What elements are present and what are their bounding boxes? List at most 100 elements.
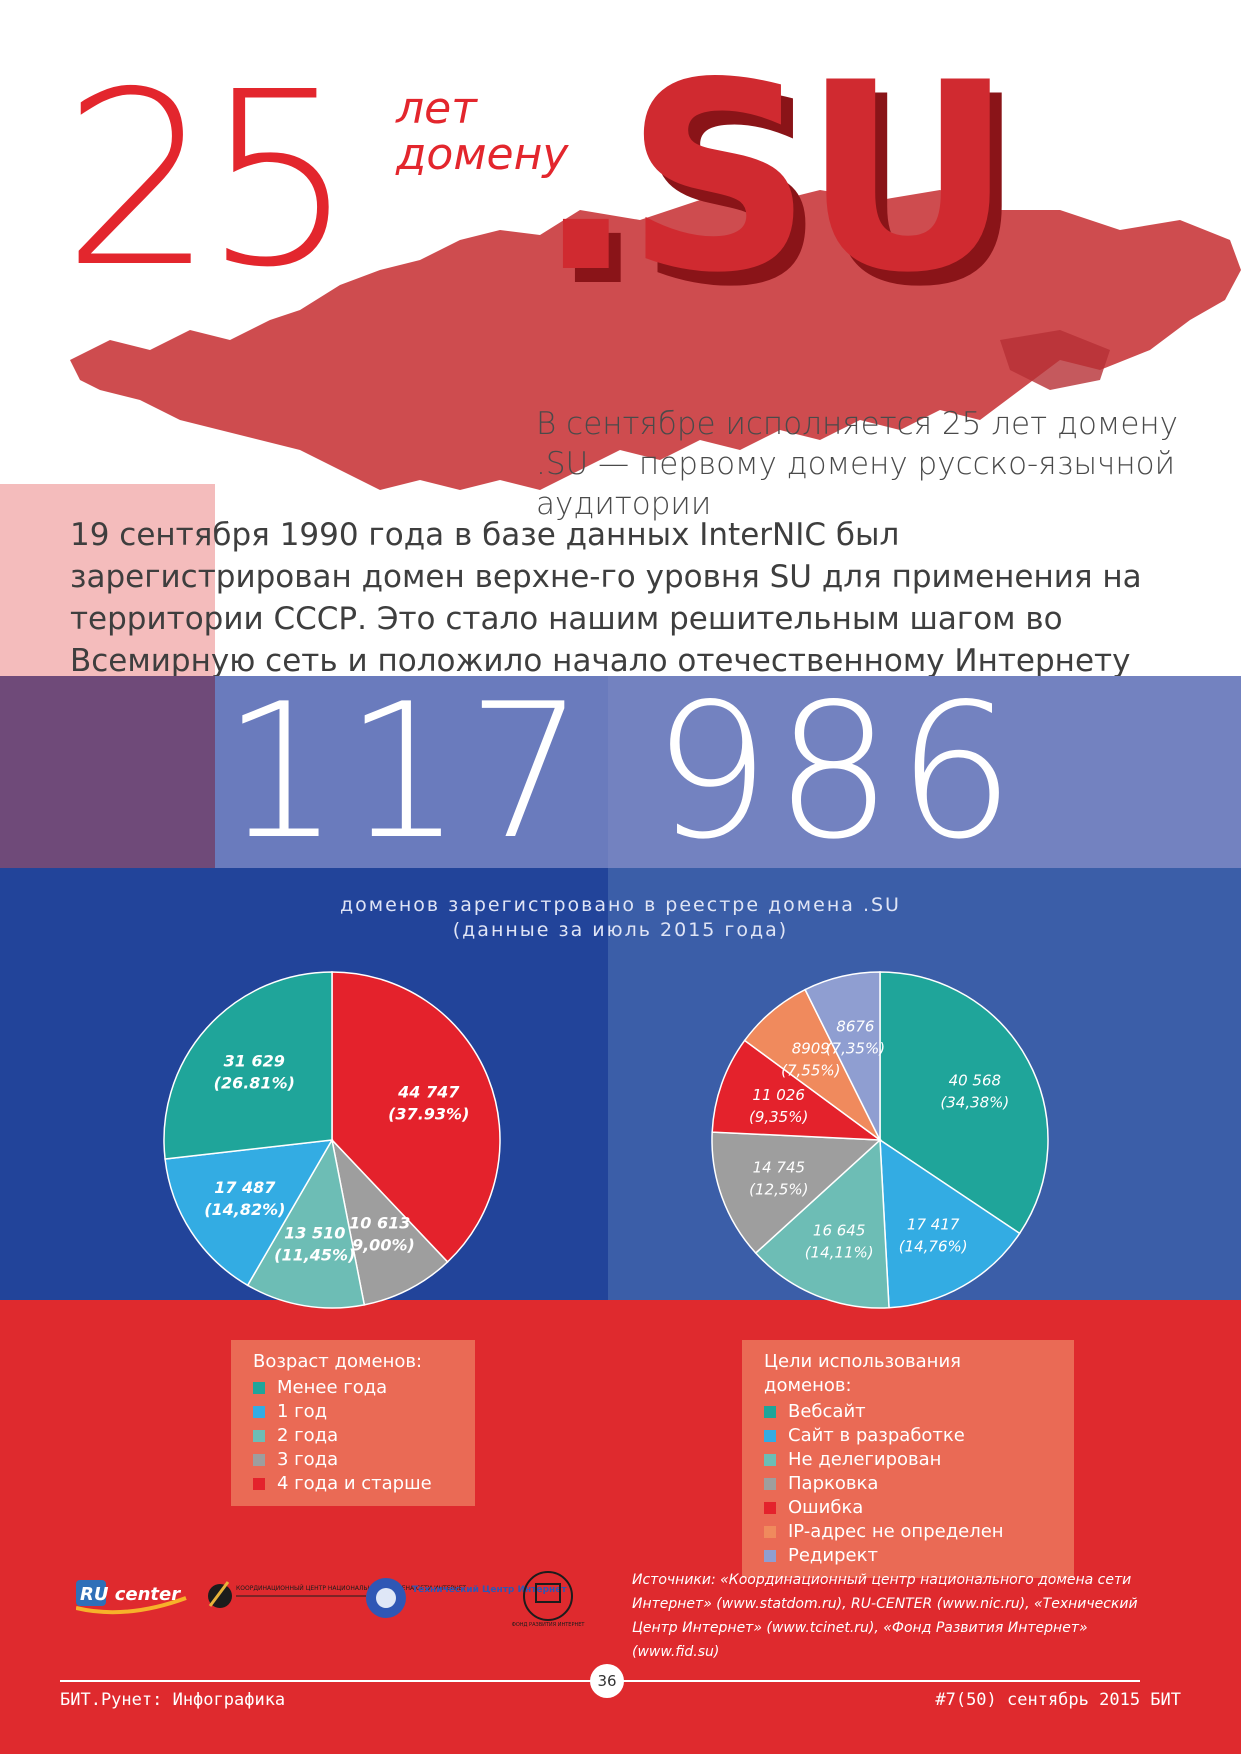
footer-issue: #7(50) сентябрь 2015 БИТ [935, 1690, 1181, 1710]
legend-label: Ошибка [788, 1497, 864, 1518]
years-line2: домену [396, 129, 569, 180]
legend-title: Возраст доменов: [253, 1351, 423, 1372]
legend-label: Менее года [277, 1377, 388, 1398]
footer-section-title: БИТ.Рунет: Инфографика [60, 1690, 286, 1710]
legend-item: Менее года [253, 1376, 453, 1400]
legend-label: 3 года [277, 1449, 339, 1470]
legend-swatch [253, 1382, 265, 1394]
legend-swatch [253, 1478, 265, 1490]
caption-line2: (данные за июль 2015 года) [452, 919, 789, 941]
legend-item: 4 года и старше [253, 1472, 453, 1496]
legend-item: IP-адрес не определен [764, 1520, 1052, 1544]
legend-swatch [764, 1502, 776, 1514]
pie-percent-label: (14,11%) [805, 1243, 874, 1261]
years-line1: лет [396, 83, 477, 134]
pie-value-label: 31 629 [224, 1052, 285, 1071]
fund-text: ФОНД РАЗВИТИЯ ИНТЕРНЕТ [512, 1622, 586, 1628]
legend-swatch [764, 1406, 776, 1418]
su-3d-logo: .SU .SU [536, 60, 1025, 330]
pie-value-label: 10 613 [349, 1214, 410, 1233]
legend-label: Не делегирован [788, 1449, 942, 1470]
anniversary-number: 25 [62, 40, 355, 320]
page-number-badge [590, 1664, 624, 1698]
legend-item: 3 года [253, 1448, 453, 1472]
caption-line1: доменов зарегистровано в реестре домена … [340, 894, 901, 916]
pie-value-label: 16 645 [813, 1221, 866, 1239]
pie-slice [246, 1137, 366, 1309]
domain-age-pie: 44 747 (37.93%) 10 613 (9,00%)13 510 (11,45%… [163, 971, 501, 1309]
pie-value-label: 11 026 [752, 1086, 805, 1104]
partner-logos: RU center КООРДИНАЦИОННЫЙ ЦЕНТР НАЦИОНАЛ… [76, 1571, 586, 1628]
pie-value-label: 17 417 [907, 1215, 960, 1233]
legend-item: Сайт в разработке [764, 1424, 1052, 1448]
legend-label: 4 года и старше [277, 1473, 432, 1494]
legend-title: Цели использования доменов: [764, 1351, 961, 1396]
russia-map-illustration [70, 190, 1241, 490]
legend-swatch [764, 1430, 776, 1442]
legend-swatch [764, 1454, 776, 1466]
su-text: .SU [536, 60, 1003, 330]
pie-percent-label: (12,5%) [749, 1180, 808, 1198]
legend-swatch [764, 1550, 776, 1562]
purple-accent-block [0, 676, 215, 868]
pie-value-label: 17 487 [214, 1178, 276, 1197]
coordination-center-logo: КООРДИНАЦИОННЫЙ ЦЕНТР НАЦИОНАЛЬНОГО ДОМЕ… [208, 1581, 466, 1608]
legend-item: Не делегирован [764, 1448, 1052, 1472]
pie-slice [754, 1138, 890, 1309]
pie-slice [163, 971, 333, 1160]
light-blue-band-right [608, 676, 1241, 868]
pie-value-label: 8676 [836, 1017, 874, 1035]
pie-value-label: 14 745 [753, 1158, 806, 1176]
legend-label: Вебсайт [788, 1401, 866, 1422]
legend-item: 1 год [253, 1400, 453, 1424]
pie-slice [804, 971, 881, 1141]
tci-text: Технический Центр Интернет [412, 1585, 567, 1595]
ru-center-logo: RU center [76, 1580, 187, 1615]
pie-value-label: 44 747 [397, 1082, 460, 1101]
pie-percent-label: (26.81%) [214, 1074, 295, 1093]
pie-percent-label: (7,55%) [781, 1062, 840, 1080]
page-number: 36 [597, 1672, 617, 1690]
legend-swatch [253, 1406, 265, 1418]
pie-percent-label: (37.93%) [388, 1104, 469, 1123]
pie-slice [711, 1039, 883, 1141]
su-shadow-text: .SU [548, 60, 1015, 330]
legend-label: IP-адрес не определен [788, 1521, 1004, 1542]
legend-swatch [764, 1478, 776, 1490]
domain-age-legend: Возраст доменов: Менее года 1 год 2 года… [231, 1340, 475, 1506]
domain-count-caption: доменов зарегистровано в реестре домена … [0, 893, 1241, 943]
legend-item: 2 года [253, 1424, 453, 1448]
legend-item: Вебсайт [764, 1400, 1052, 1424]
domain-purpose-legend: Цели использования доменов: Вебсайт Сайт… [742, 1340, 1074, 1578]
pie-percent-label: (7,35%) [826, 1039, 885, 1057]
legend-item: Редирект [764, 1544, 1052, 1568]
pie-value-label: 40 568 [949, 1071, 1002, 1089]
fund-logo: ФОНД РАЗВИТИЯ ИНТЕРНЕТ [512, 1571, 586, 1628]
pie-percent-label: (11,45%) [274, 1246, 355, 1265]
legend-swatch [253, 1454, 265, 1466]
legend-item: Ошибка [764, 1496, 1052, 1520]
pie-value-label: 8909 [792, 1040, 830, 1058]
pie-percent-label: (9,00%) [345, 1236, 415, 1255]
pie-percent-label: (9,35%) [749, 1108, 808, 1126]
pie-slice [711, 1131, 882, 1255]
legend-item: Парковка [764, 1472, 1052, 1496]
legend-label: Сайт в разработке [788, 1425, 965, 1446]
intro-text: В сентябре исполняется 25 лет домену .SU… [536, 406, 1179, 522]
legend-swatch [764, 1526, 776, 1538]
coordination-center-text: КООРДИНАЦИОННЫЙ ЦЕНТР НАЦИОНАЛЬНОГО ДОМЕ… [236, 1585, 466, 1592]
pie-slice [164, 1139, 334, 1287]
sources-note: Источники: «Координационный центр национ… [632, 1572, 1138, 1660]
pie-percent-label: (14,82%) [204, 1200, 285, 1219]
pie-value-label: 13 510 [284, 1224, 345, 1243]
pie-percent-label: (14,76%) [899, 1237, 968, 1255]
years-caption: лет домену [396, 86, 568, 178]
legend-label: 2 года [277, 1425, 339, 1446]
legend-label: 1 год [277, 1401, 328, 1422]
domain-purpose-pie: 40 568 (34,38%) 17 417 (14,76%) 16 645 (14,11… [711, 971, 1049, 1309]
domain-count: 117 986 [221, 663, 1020, 880]
legend-label: Парковка [788, 1473, 879, 1494]
legend-swatch [253, 1430, 265, 1442]
pie-percent-label: (34,38%) [940, 1093, 1009, 1111]
pie-slice [879, 1138, 1021, 1309]
